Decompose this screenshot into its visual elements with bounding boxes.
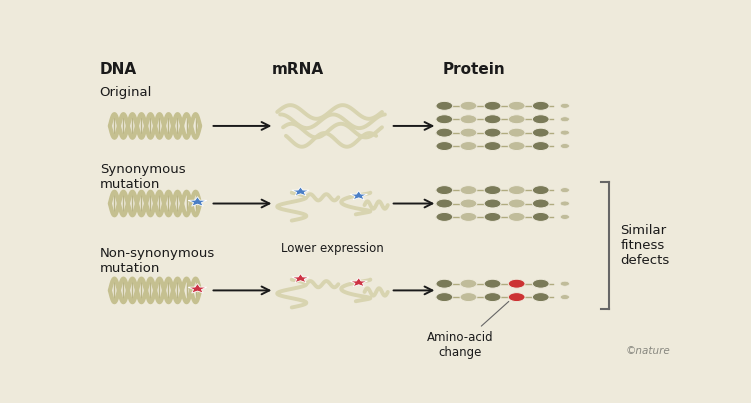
Circle shape: [484, 199, 501, 208]
Circle shape: [508, 186, 525, 195]
Circle shape: [460, 186, 477, 195]
Circle shape: [436, 102, 453, 110]
Text: Protein: Protein: [443, 62, 506, 77]
Circle shape: [560, 201, 569, 206]
Circle shape: [508, 279, 525, 288]
Circle shape: [560, 104, 569, 108]
Circle shape: [560, 281, 569, 286]
Circle shape: [460, 141, 477, 150]
Text: Original: Original: [100, 85, 152, 99]
Circle shape: [508, 212, 525, 221]
Circle shape: [460, 279, 477, 288]
Text: Amino-acid
change: Amino-acid change: [427, 301, 508, 359]
Text: ©nature: ©nature: [626, 345, 670, 355]
Circle shape: [460, 115, 477, 124]
Circle shape: [560, 295, 569, 299]
Circle shape: [484, 212, 501, 221]
Circle shape: [560, 130, 569, 135]
Polygon shape: [350, 191, 367, 200]
Text: Synonymous
mutation: Synonymous mutation: [100, 163, 185, 191]
Circle shape: [532, 128, 549, 137]
Polygon shape: [188, 197, 207, 206]
Circle shape: [508, 115, 525, 124]
Circle shape: [560, 143, 569, 148]
Circle shape: [436, 293, 453, 301]
Text: mRNA: mRNA: [271, 62, 324, 77]
Circle shape: [560, 214, 569, 219]
Circle shape: [560, 117, 569, 122]
Circle shape: [508, 102, 525, 110]
Circle shape: [436, 141, 453, 150]
Circle shape: [484, 186, 501, 195]
Text: Non-synonymous
mutation: Non-synonymous mutation: [100, 247, 215, 275]
Circle shape: [484, 141, 501, 150]
Circle shape: [460, 199, 477, 208]
Circle shape: [532, 293, 549, 301]
Polygon shape: [291, 274, 309, 283]
Circle shape: [532, 186, 549, 195]
Circle shape: [532, 199, 549, 208]
Text: Lower expression: Lower expression: [281, 242, 384, 255]
Circle shape: [532, 141, 549, 150]
Circle shape: [532, 212, 549, 221]
Text: Similar
fitness
defects: Similar fitness defects: [620, 224, 670, 267]
Circle shape: [532, 115, 549, 124]
Circle shape: [508, 199, 525, 208]
Text: DNA: DNA: [100, 62, 137, 77]
Circle shape: [560, 188, 569, 193]
Circle shape: [484, 115, 501, 124]
Circle shape: [484, 279, 501, 288]
Circle shape: [508, 293, 525, 301]
Circle shape: [484, 102, 501, 110]
Circle shape: [484, 293, 501, 301]
Circle shape: [436, 115, 453, 124]
Circle shape: [508, 141, 525, 150]
Circle shape: [436, 279, 453, 288]
Circle shape: [460, 128, 477, 137]
Circle shape: [508, 128, 525, 137]
Circle shape: [532, 102, 549, 110]
Circle shape: [484, 128, 501, 137]
Polygon shape: [291, 187, 309, 196]
Circle shape: [532, 279, 549, 288]
Circle shape: [460, 102, 477, 110]
Circle shape: [436, 186, 453, 195]
Circle shape: [460, 212, 477, 221]
Polygon shape: [188, 284, 207, 293]
Circle shape: [460, 293, 477, 301]
Circle shape: [436, 128, 453, 137]
Circle shape: [436, 199, 453, 208]
Polygon shape: [350, 278, 367, 287]
Circle shape: [436, 212, 453, 221]
